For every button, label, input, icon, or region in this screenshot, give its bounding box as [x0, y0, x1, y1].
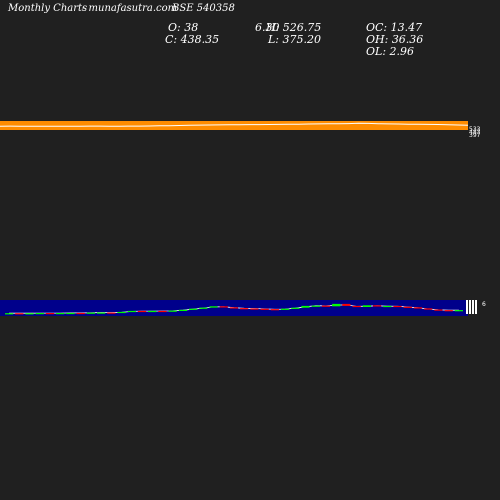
candle	[383, 305, 392, 308]
candle	[178, 309, 187, 311]
candle	[311, 305, 320, 307]
change-value: 6.30	[255, 21, 280, 34]
oc-value: OC: 13.47	[366, 21, 423, 34]
candle	[209, 306, 218, 308]
candle	[168, 310, 177, 312]
candle	[454, 310, 463, 312]
candle	[107, 312, 116, 314]
candle	[342, 303, 351, 306]
candle-axis-tick	[475, 300, 477, 314]
symbol-label: BSE 540358	[172, 3, 235, 14]
candle	[403, 306, 412, 308]
candle	[148, 310, 157, 313]
line-price-label: 483	[469, 129, 481, 136]
candle	[250, 308, 259, 310]
close-value: C: 438.35	[165, 33, 220, 46]
candle	[352, 305, 361, 308]
candle	[260, 308, 269, 310]
candle	[240, 308, 249, 310]
candle	[393, 305, 402, 308]
price-line	[0, 122, 469, 127]
candle	[76, 312, 85, 315]
open-value: O: 38	[168, 21, 199, 34]
candle	[189, 308, 198, 310]
candle	[424, 308, 433, 310]
candle	[332, 303, 341, 307]
line-band	[0, 121, 468, 130]
candle-axis-label: 6	[482, 301, 486, 308]
high-value: H: 526.75	[266, 21, 322, 34]
candle	[281, 308, 290, 310]
candle	[158, 310, 167, 313]
candle	[199, 307, 208, 309]
candle	[97, 312, 106, 314]
candle-group	[5, 303, 463, 315]
candle	[434, 309, 443, 311]
candle	[35, 313, 44, 315]
candle	[362, 305, 371, 307]
candle	[5, 313, 14, 315]
chart-title: Monthly Charts	[8, 3, 88, 14]
price-line-group	[0, 122, 469, 127]
site-name: - munafasutra.com	[82, 3, 178, 14]
candle-axis-tick	[466, 300, 468, 314]
candle	[137, 310, 147, 313]
candle	[413, 307, 423, 309]
line-price-label: 533	[469, 126, 481, 133]
candle	[270, 309, 279, 311]
line-price-label: 397	[469, 132, 481, 139]
candle-axis-tick	[469, 300, 471, 314]
candle	[117, 311, 126, 314]
candle-axis-labels: 6	[466, 300, 486, 314]
candle	[444, 310, 453, 312]
candle	[127, 310, 136, 313]
candle	[25, 313, 34, 315]
candle	[321, 305, 331, 307]
oh-value: OH: 36.36	[366, 33, 424, 46]
candle	[219, 306, 228, 308]
candle	[373, 305, 382, 307]
candle	[56, 313, 65, 315]
candle	[15, 313, 24, 315]
candle	[86, 312, 95, 314]
candle	[301, 305, 310, 308]
candle	[291, 307, 300, 309]
candle-axis-tick	[472, 300, 474, 314]
low-value: L: 375.20	[268, 33, 321, 46]
candle	[66, 312, 75, 315]
candle	[229, 307, 239, 309]
candle	[45, 313, 55, 315]
ol-value: OL: 2.96	[366, 45, 415, 58]
